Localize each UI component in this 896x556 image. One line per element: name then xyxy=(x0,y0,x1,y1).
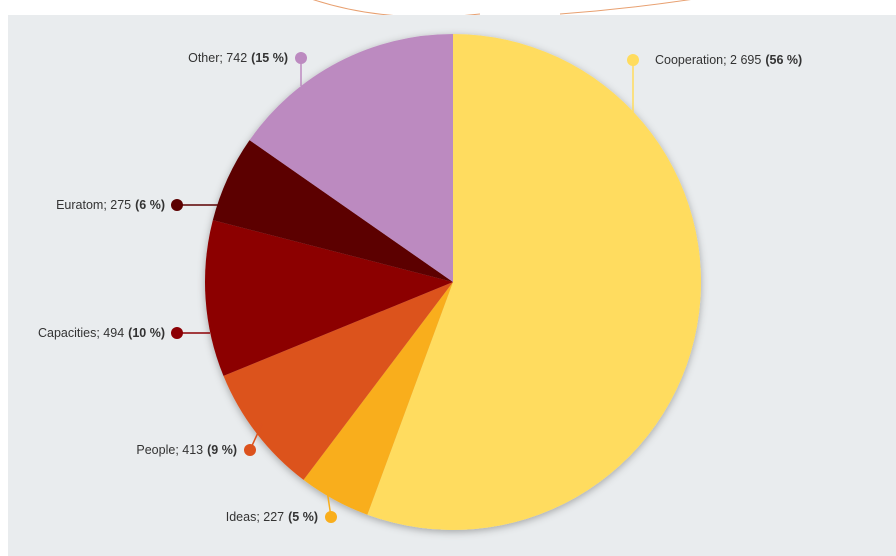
leader-dot xyxy=(171,327,183,339)
pie-slice xyxy=(205,220,453,376)
slice-label: People; 413 (9 %) xyxy=(136,443,237,457)
slice-percent-label: (10 %) xyxy=(128,326,165,340)
pie-slice xyxy=(367,34,702,530)
slice-value-label: Euratom; 275 xyxy=(56,198,131,212)
slice-label: Capacities; 494 (10 %) xyxy=(38,326,165,340)
slice-value-label: Cooperation; 2 695 xyxy=(655,53,761,67)
leader-dot xyxy=(627,54,639,66)
slice-label: Other; 742 (15 %) xyxy=(188,51,288,65)
leader-dot xyxy=(244,444,256,456)
pie-slice xyxy=(303,282,453,515)
pie xyxy=(205,34,702,530)
slice-value-label: Capacities; 494 xyxy=(38,326,124,340)
slice-value-label: Other; 742 xyxy=(188,51,247,65)
slice-percent-label: (5 %) xyxy=(288,510,318,524)
leader-dot xyxy=(171,199,183,211)
slice-percent-label: (6 %) xyxy=(135,198,165,212)
slice-label: Euratom; 275 (6 %) xyxy=(56,198,165,212)
pie-slice xyxy=(249,34,453,282)
slice-percent-label: (9 %) xyxy=(207,443,237,457)
leader-dot xyxy=(325,511,337,523)
slice-percent-label: (56 %) xyxy=(765,53,802,67)
slice-percent-label: (15 %) xyxy=(251,51,288,65)
slice-label: Ideas; 227 (5 %) xyxy=(226,510,318,524)
slice-value-label: Ideas; 227 xyxy=(226,510,284,524)
decor-curve xyxy=(559,0,691,15)
leader-dot xyxy=(295,52,307,64)
slice-value-label: People; 413 xyxy=(136,443,203,457)
pie-slice xyxy=(212,140,453,282)
slice-label: Cooperation; 2 695 (56 %) xyxy=(655,53,802,67)
pie-slice xyxy=(223,282,453,480)
